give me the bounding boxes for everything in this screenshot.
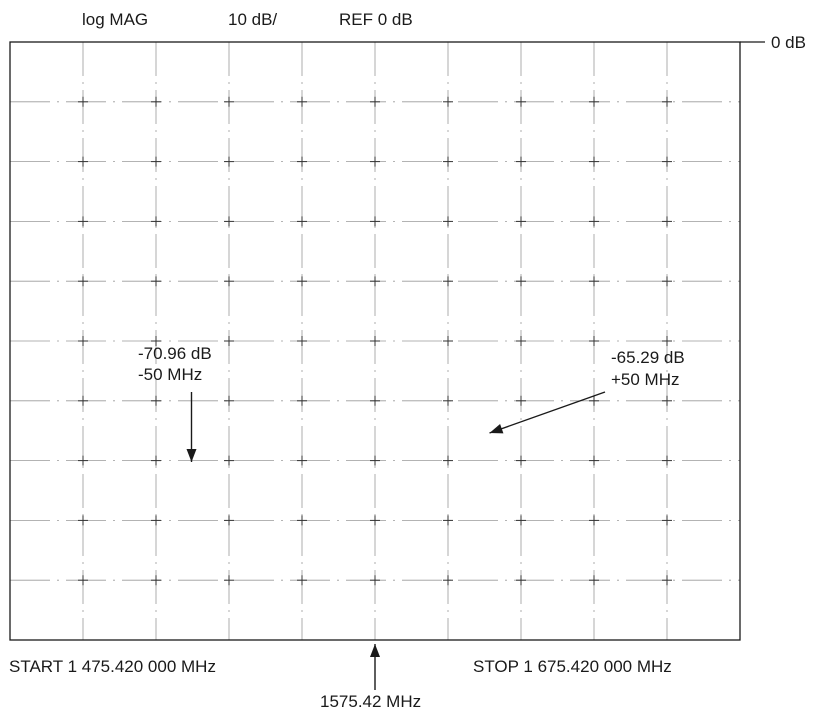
header-reference: REF 0 dB: [339, 10, 413, 29]
stop-frequency-label: STOP 1 675.420 000 MHz: [473, 657, 672, 676]
center-frequency-arrow: [370, 644, 380, 690]
marker-left-level: -70.96 dB: [138, 344, 212, 363]
graticule: [10, 42, 740, 640]
plot-frame: [9, 41, 741, 641]
marker-right-level: -65.29 dB: [611, 348, 685, 367]
header-format: log MAG: [82, 10, 149, 29]
marker-left-arrow: [186, 392, 197, 462]
reference-level-label: 0 dB: [771, 33, 806, 52]
start-frequency-label: START 1 475.420 000 MHz: [9, 657, 216, 676]
header-scale: 10 dB/: [228, 10, 278, 29]
marker-right-offset: +50 MHz: [611, 370, 680, 389]
marker-right-arrow: [489, 391, 606, 434]
marker-left-offset: -50 MHz: [138, 365, 203, 384]
center-frequency-label: 1575.42 MHz: [320, 692, 422, 711]
